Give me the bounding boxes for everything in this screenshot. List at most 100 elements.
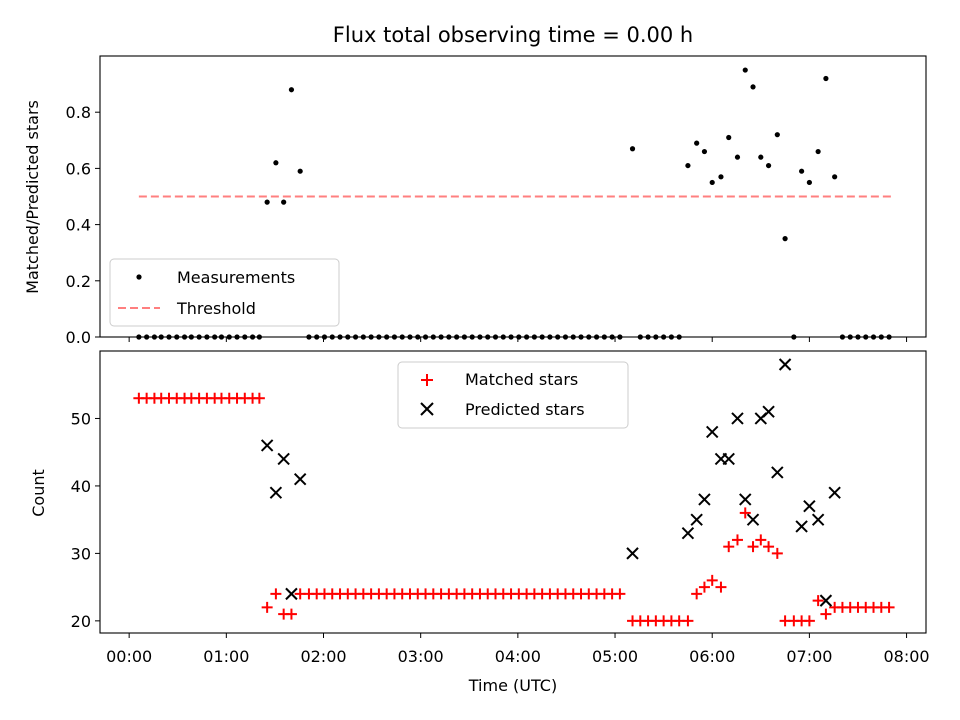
- matched-star-point: [755, 534, 767, 546]
- top-y-ticks: 0.0 0.2 0.4 0.6 0.8: [66, 103, 100, 347]
- measurement-point: [806, 179, 812, 186]
- matched-star-point: [691, 588, 703, 600]
- matched-star-point: [614, 588, 626, 600]
- legend-label-matched-stars: Matched stars: [465, 370, 578, 389]
- predicted-star-point: [739, 493, 752, 506]
- top-x-ticks: [128, 337, 908, 342]
- measurement-point: [273, 160, 279, 166]
- predicted-stars-points: [260, 358, 841, 607]
- predicted-star-point: [762, 405, 775, 418]
- predicted-star-point: [828, 486, 841, 499]
- bottom-y-tick-label: 20: [71, 612, 91, 631]
- measurement-point: [758, 154, 764, 160]
- measurement-point: [782, 236, 788, 242]
- legend-marker-predicted-stars: [420, 402, 434, 416]
- predicted-star-point: [811, 513, 825, 526]
- measurement-point: [774, 132, 780, 138]
- matched-star-point: [285, 608, 297, 620]
- matched-star-point: [706, 574, 718, 586]
- matched-star-point: [270, 588, 282, 600]
- measurement-point: [815, 148, 821, 155]
- measurement-point: [726, 134, 732, 141]
- matched-star-point: [261, 601, 273, 613]
- bottom-x-tick-label: 02:00: [300, 647, 346, 666]
- measurement-point: [742, 67, 748, 73]
- top-legend: Measurements Threshold: [109, 258, 340, 327]
- matched-star-point: [723, 541, 735, 553]
- matched-star-point: [698, 581, 710, 593]
- bottom-legend: Matched stars Predicted stars: [397, 361, 629, 429]
- bottom-x-tick-label: 06:00: [689, 647, 735, 666]
- measurement-point: [694, 140, 700, 146]
- predicted-star-point: [731, 412, 744, 425]
- matched-star-point: [883, 601, 895, 613]
- predicted-star-point: [698, 493, 711, 506]
- legend-label-predicted-stars: Predicted stars: [465, 400, 585, 419]
- top-y-tick-label: 0.0: [66, 328, 91, 347]
- matched-star-point: [715, 581, 727, 593]
- top-y-tick-label: 0.8: [66, 103, 91, 122]
- bottom-plot-frame: [99, 350, 927, 634]
- bottom-x-tick-label: 04:00: [495, 647, 541, 666]
- predicted-star-point: [771, 466, 784, 479]
- legend-label-measurements: Measurements: [177, 268, 295, 287]
- top-y-tick-label: 0.2: [66, 272, 91, 291]
- measurement-point: [264, 199, 270, 205]
- predicted-star-point: [293, 472, 307, 486]
- matched-star-point: [253, 392, 265, 404]
- measurement-point: [823, 75, 829, 82]
- top-y-tick-label: 0.4: [66, 216, 91, 235]
- predicted-star-point: [285, 587, 298, 601]
- bottom-x-ticks: 00:00 01:00 02:00 03:00 04:00 05:00 06:00 07:00…: [106, 633, 930, 666]
- top-panel: 0.00.20.40.60.8 Matched/Predicted stars …: [23, 55, 927, 347]
- measurement-point: [750, 84, 756, 90]
- predicted-star-point: [778, 358, 792, 371]
- matched-star-point: [682, 615, 694, 627]
- matched-star-point: [763, 541, 775, 553]
- measurement-point: [685, 162, 691, 169]
- bottom-x-tick-label: 05:00: [592, 647, 638, 666]
- top-y-axis-label: Matched/Predicted stars: [23, 100, 42, 294]
- predicted-star-point: [260, 439, 274, 452]
- predicted-star-point: [706, 425, 719, 439]
- matched-star-point: [820, 608, 832, 620]
- bottom-x-tick-label: 00:00: [106, 647, 152, 666]
- matched-star-point: [812, 595, 824, 607]
- top-y-tick-label: 0.6: [66, 159, 91, 178]
- measurement-point: [281, 199, 287, 205]
- legend-label-threshold: Threshold: [176, 299, 256, 318]
- measurement-point: [288, 87, 295, 93]
- matched-star-point: [803, 615, 815, 627]
- measurement-point: [709, 179, 715, 186]
- top-plot-frame: [99, 55, 927, 338]
- bottom-x-tick-label: 07:00: [786, 647, 832, 666]
- predicted-star-point: [795, 520, 808, 533]
- predicted-star-point: [746, 513, 760, 526]
- predicted-star-point: [690, 513, 703, 526]
- bottom-x-tick-label: 03:00: [398, 647, 444, 666]
- predicted-star-point: [269, 486, 283, 499]
- bottom-x-axis-label: Time (UTC): [468, 676, 557, 695]
- bottom-y-tick-label: 40: [71, 477, 91, 496]
- predicted-star-point: [277, 452, 290, 466]
- predicted-star-point: [819, 594, 833, 607]
- bottom-y-ticks: 20 30 40 50: [71, 409, 100, 631]
- bottom-x-tick-label: 08:00: [884, 647, 930, 666]
- measurement-point: [297, 168, 303, 174]
- matched-star-point: [731, 534, 743, 546]
- bottom-y-tick-label: 50: [71, 409, 91, 428]
- bottom-legend-box: [397, 361, 629, 429]
- predicted-star-point: [681, 526, 695, 540]
- measurement-point: [765, 162, 772, 169]
- predicted-star-point: [803, 499, 816, 513]
- measurement-point: [629, 146, 636, 152]
- matched-stars-points: [133, 392, 895, 627]
- legend-marker-measurements: [136, 274, 142, 280]
- bottom-y-tick-label: 30: [71, 544, 91, 563]
- matched-star-point: [771, 547, 783, 559]
- legend-marker-matched-stars: [421, 374, 433, 386]
- measurement-point: [734, 154, 741, 160]
